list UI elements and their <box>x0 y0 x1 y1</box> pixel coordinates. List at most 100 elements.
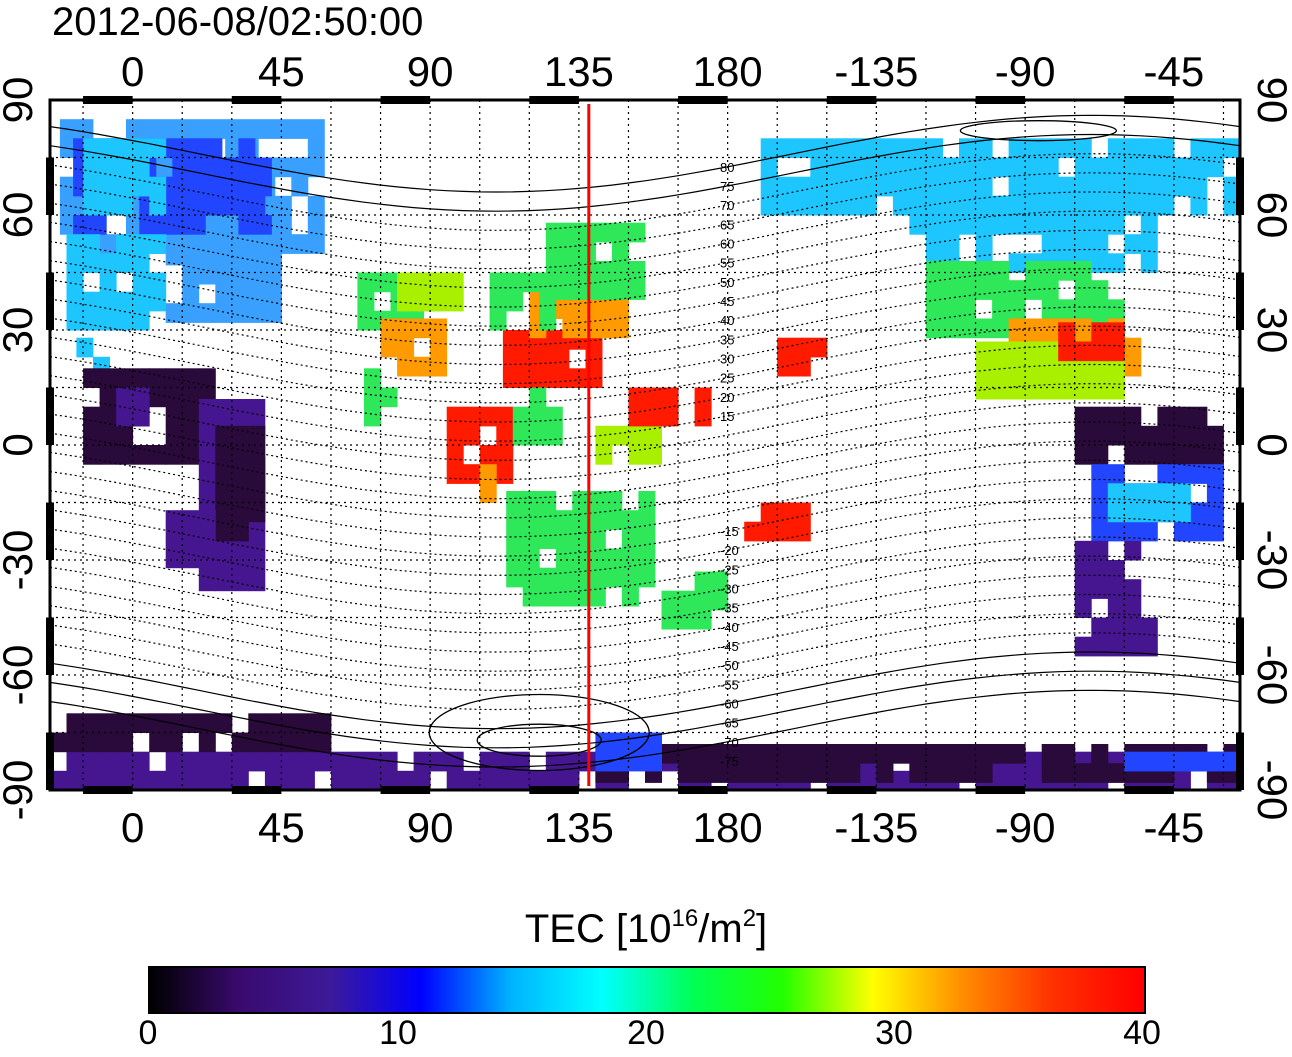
tec-cell <box>83 310 101 331</box>
tec-cell <box>59 215 77 235</box>
top-lon-label: 180 <box>693 48 763 95</box>
tec-cell <box>539 491 557 511</box>
magnetic-contour <box>50 478 1240 557</box>
colorbar-title: TEC [1016/m2] <box>524 905 768 952</box>
tec-cell <box>1091 579 1109 599</box>
tec-cell <box>645 406 662 427</box>
magnetic-contour <box>50 133 1240 212</box>
contour-label: 30 <box>720 351 734 366</box>
tec-cell <box>1091 521 1109 542</box>
map-timestamp-title: 2012-06-08/02:50:00 <box>52 0 424 44</box>
tec-cell <box>116 713 134 733</box>
tec-cell <box>1091 280 1109 300</box>
tec-cell <box>502 368 520 388</box>
tec-cell <box>149 732 167 753</box>
tec-cell <box>116 751 134 772</box>
tec-cell <box>942 280 960 300</box>
tec-cell <box>992 744 1010 764</box>
tec-cell <box>1041 360 1059 381</box>
tec-cell <box>959 261 976 281</box>
tec-cell <box>1107 379 1125 400</box>
tec-cell <box>357 272 375 293</box>
tec-cell <box>859 138 877 158</box>
tec-cell <box>208 119 226 139</box>
tec-cell <box>539 291 557 312</box>
tec-cell <box>727 744 745 764</box>
tec-cell <box>975 138 993 158</box>
tec-cell <box>182 368 200 388</box>
tec-cell <box>1025 360 1043 381</box>
tec-cell <box>992 215 1010 235</box>
tec-cell <box>1058 176 1076 197</box>
tec-cell <box>1074 445 1092 465</box>
tec-cell <box>926 318 943 339</box>
tec-cell <box>1091 560 1109 580</box>
magnetic-contour <box>50 191 1240 270</box>
bottom-lon-label: -135 <box>834 804 918 851</box>
tec-cell <box>1074 763 1092 783</box>
tec-cell <box>364 387 381 408</box>
tec-cell <box>535 349 553 369</box>
tec-cell <box>645 751 662 772</box>
tec-cell <box>1157 483 1175 503</box>
tec-cell <box>926 280 943 300</box>
tec-cell <box>1041 157 1059 178</box>
tec-cell <box>1107 176 1125 197</box>
tec-cell <box>1074 195 1092 216</box>
tec-cell <box>1058 261 1076 281</box>
tec-cell <box>826 138 844 158</box>
tec-cell <box>694 763 712 783</box>
tec-cell <box>1190 751 1208 772</box>
tec-cell <box>843 176 861 197</box>
right-latitude-labels: 90 60 30 0 -30 -60 -90 <box>1249 77 1292 821</box>
tec-cell <box>66 751 84 772</box>
tec-cell <box>347 751 365 772</box>
tec-cell <box>430 291 448 312</box>
tec-cell <box>1107 215 1125 235</box>
tec-cell <box>1107 360 1125 381</box>
tec-cell <box>1091 215 1109 235</box>
tec-cell <box>198 437 216 457</box>
tec-cell <box>198 368 216 388</box>
tec-cell <box>992 280 1010 300</box>
tec-cell <box>522 272 540 293</box>
magnetic-pole-contour <box>476 723 602 757</box>
tec-cell <box>942 215 960 235</box>
tec-cell <box>975 744 993 764</box>
tec-cell <box>413 291 431 312</box>
tec-cell <box>1025 341 1043 362</box>
tec-cell <box>1041 744 1059 764</box>
contour-label: -45 <box>720 639 739 654</box>
tec-cell <box>959 299 976 319</box>
tec-cell <box>307 234 325 254</box>
tec-cell <box>1008 379 1026 400</box>
tec-cell <box>83 176 101 197</box>
tec-cell <box>1091 617 1109 638</box>
tec-cell <box>793 502 811 523</box>
tec-cell <box>1074 157 1092 178</box>
tec-cell <box>215 552 233 572</box>
tec-cell <box>1124 406 1142 427</box>
magnetic-contour <box>50 651 1240 730</box>
tec-cell <box>1091 299 1109 319</box>
tec-cell <box>241 119 259 139</box>
contour-label: -20 <box>720 543 739 558</box>
tec-cell <box>1074 318 1092 339</box>
tec-cell <box>621 567 639 588</box>
top-lon-label: -135 <box>834 48 918 95</box>
tec-cell <box>876 157 894 178</box>
tec-cell <box>588 529 606 549</box>
magnetic-contour <box>50 306 1240 385</box>
tec-cell <box>254 215 272 235</box>
tec-cell <box>172 195 190 216</box>
tec-cell <box>215 521 233 542</box>
tec-cell <box>258 119 276 139</box>
tec-cell <box>1008 157 1026 178</box>
tec-cell <box>992 341 1010 362</box>
tec-cell <box>83 157 101 178</box>
tec-cell <box>760 176 778 197</box>
right-lat-label: 60 <box>1249 192 1292 239</box>
tec-cell <box>1140 636 1158 657</box>
tec-cell <box>661 387 679 408</box>
tec-cell <box>793 195 811 216</box>
